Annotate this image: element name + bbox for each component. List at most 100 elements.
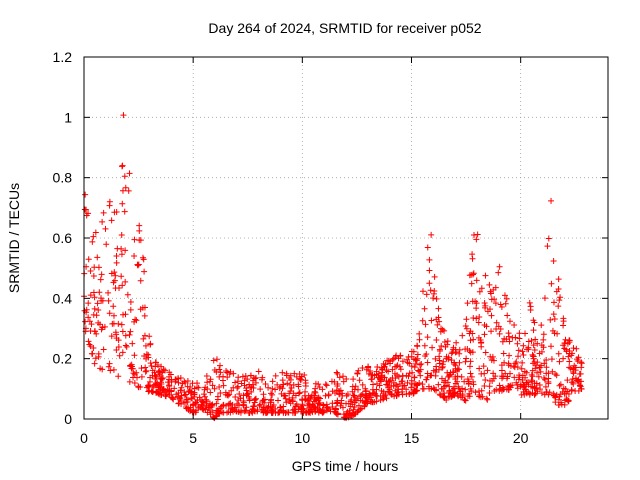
- data-point: [516, 330, 523, 337]
- data-point: [465, 381, 472, 388]
- data-point: [311, 396, 318, 403]
- data-point: [380, 360, 387, 367]
- data-point: [456, 350, 463, 357]
- data-point: [228, 387, 235, 394]
- data-point: [392, 387, 399, 394]
- data-point: [216, 383, 223, 390]
- data-point: [125, 187, 132, 194]
- data-point: [148, 363, 155, 370]
- data-point: [409, 381, 416, 388]
- data-point: [359, 365, 366, 372]
- data-point: [405, 373, 412, 380]
- data-point: [404, 356, 411, 363]
- data-point: [129, 340, 136, 347]
- data-point: [122, 342, 129, 349]
- data-point: [473, 305, 480, 312]
- data-point: [95, 306, 102, 313]
- data-point: [476, 365, 483, 372]
- data-point: [391, 363, 398, 370]
- data-point: [484, 396, 491, 403]
- data-point: [386, 386, 393, 393]
- data-point: [523, 390, 530, 397]
- data-point: [464, 300, 471, 307]
- data-point: [463, 316, 470, 323]
- data-point: [87, 268, 94, 275]
- data-point: [560, 315, 567, 322]
- data-point: [462, 358, 469, 365]
- data-point: [565, 391, 572, 398]
- data-point: [534, 340, 541, 347]
- data-point: [152, 375, 159, 382]
- data-point: [207, 389, 214, 396]
- data-point: [286, 390, 293, 397]
- data-point: [258, 376, 265, 383]
- y-tick-label: 0.4: [53, 290, 73, 306]
- y-axis-label: SRMTID / TECUs: [6, 183, 22, 293]
- data-point: [131, 236, 138, 243]
- data-point: [436, 357, 443, 364]
- data-point: [130, 374, 137, 381]
- data-point: [548, 197, 555, 204]
- data-point: [306, 401, 313, 408]
- data-point: [250, 385, 257, 392]
- data-point: [450, 368, 457, 375]
- data-point: [106, 198, 113, 205]
- data-point: [184, 383, 191, 390]
- data-point: [320, 401, 327, 408]
- data-point: [444, 338, 451, 345]
- data-point: [233, 408, 240, 415]
- data-point: [440, 385, 447, 392]
- data-point: [495, 269, 502, 276]
- data-point: [126, 331, 133, 338]
- data-point: [418, 360, 425, 367]
- data-point: [506, 318, 513, 325]
- data-point: [514, 385, 521, 392]
- data-point: [302, 396, 309, 403]
- data-point: [287, 372, 294, 379]
- data-point: [250, 403, 257, 410]
- data-point: [434, 321, 441, 328]
- data-point: [175, 400, 182, 407]
- data-point: [496, 263, 503, 270]
- data-point: [90, 289, 97, 296]
- data-point: [103, 241, 110, 248]
- data-point: [577, 370, 584, 377]
- data-point: [568, 352, 575, 359]
- data-point: [334, 370, 341, 377]
- data-point: [280, 403, 287, 410]
- data-point: [302, 396, 309, 403]
- data-point: [147, 374, 154, 381]
- data-point: [308, 394, 314, 401]
- data-point: [533, 380, 540, 387]
- data-point: [260, 404, 267, 411]
- data-point: [235, 402, 242, 409]
- data-point: [570, 345, 577, 352]
- data-point: [85, 314, 92, 321]
- data-point: [520, 352, 527, 359]
- data-point: [173, 391, 180, 398]
- data-point: [274, 381, 281, 388]
- data-point: [202, 384, 209, 391]
- data-point: [110, 366, 117, 373]
- data-point: [91, 305, 98, 312]
- data-point: [141, 268, 148, 275]
- data-point: [140, 335, 147, 342]
- data-point: [359, 381, 366, 388]
- data-point: [490, 370, 497, 377]
- data-point: [116, 352, 123, 359]
- data-point: [367, 368, 374, 375]
- data-point: [530, 342, 537, 349]
- data-point: [181, 392, 188, 399]
- data-point: [446, 383, 453, 390]
- data-point: [201, 405, 208, 412]
- data-point: [301, 371, 308, 378]
- data-point: [168, 388, 175, 395]
- data-point: [118, 251, 125, 258]
- data-point: [575, 376, 582, 383]
- data-point: [473, 315, 480, 322]
- data-point: [452, 365, 459, 372]
- data-point: [122, 247, 129, 254]
- data-point: [414, 355, 421, 362]
- data-point: [549, 368, 556, 375]
